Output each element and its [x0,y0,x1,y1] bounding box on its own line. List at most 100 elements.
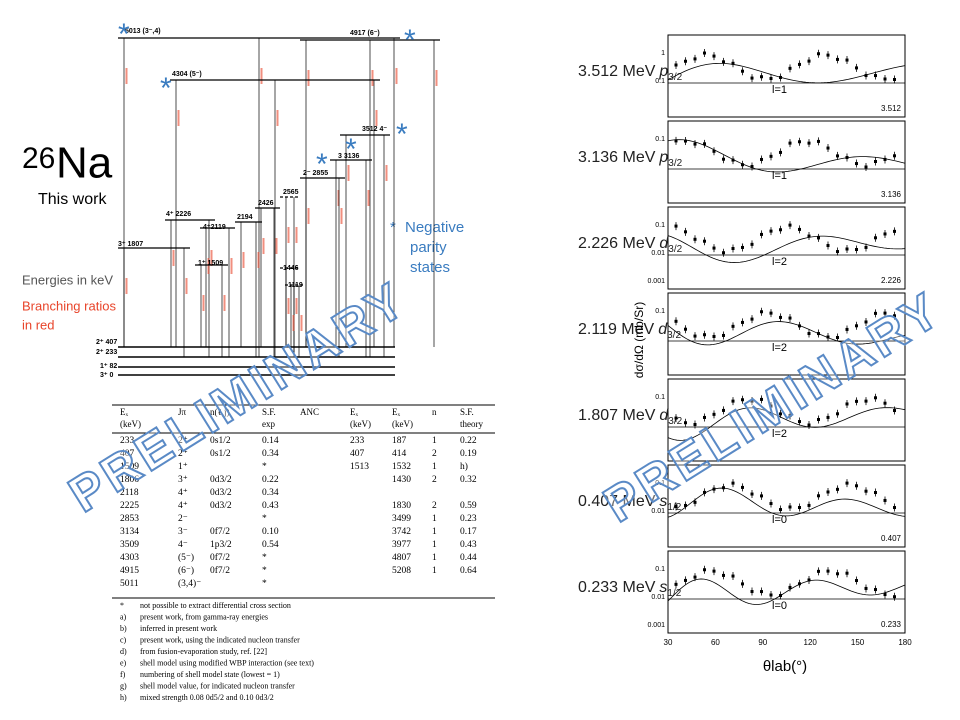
panel-tag: 3.512 [881,104,902,113]
table-header: ANC [300,407,319,417]
branch-tag [125,278,128,294]
data-point [712,335,716,339]
data-point [674,319,678,323]
level-label: 3⁺ 1807 [118,241,143,248]
data-point [798,227,801,231]
branch-tag [276,110,279,126]
data-point [788,316,792,320]
level-label: 4304 (5⁻) [172,71,202,78]
l-label: l=1 [772,170,787,182]
data-point [893,154,896,158]
data-point [722,408,725,412]
table-cell: 0f7/2 [210,565,230,576]
level-label: 1⁺ 1509 [198,260,223,267]
branch-tag [275,238,278,254]
data-point [864,74,868,78]
footnote: not possible to extract differential cro… [140,601,291,610]
data-point [693,237,697,241]
branch-tag [371,70,374,86]
data-point [769,154,773,158]
data-point [807,503,811,507]
data-point [883,232,887,236]
branch-tag [177,110,180,126]
table-cell: 0d3/2 [210,501,232,511]
data-point [845,571,849,575]
data-point [703,415,706,419]
data-point [807,234,811,238]
data-point [836,57,839,61]
data-point [750,76,754,80]
level-label: 3512 4⁻ [362,126,387,133]
energy: 0.407 MeV [578,493,656,510]
data-point [883,593,887,597]
table-cell: 187 [392,436,407,446]
negative-parity-star: * [396,118,408,151]
energy: 0.233 MeV [578,579,656,596]
negative-parity-star: * [404,24,416,57]
data-point [750,590,754,594]
branch-tag [395,68,398,84]
branch-tag [210,250,213,266]
table-cell: 1 [432,553,437,563]
branch-tag [172,250,175,266]
level-label: 2565 [283,189,299,196]
branch-tag [375,110,378,126]
note: parity [410,239,447,256]
data-point [874,160,877,164]
panel-tag: 0.407 [881,534,902,543]
orbital: d [658,321,668,338]
j: 3/2 [668,416,682,427]
table-header: n(ℓ,j) [210,407,230,417]
table-cell: 0.43 [262,501,279,511]
footnote-key: b) [120,624,127,633]
x-tick-label: 60 [711,638,720,647]
data-point [741,245,744,249]
table-cell: 2 [432,449,437,459]
data-point [769,502,773,506]
data-point [722,60,725,64]
data-point [693,500,697,504]
branch-tag [300,315,303,331]
energy: 3.512 MeV [578,63,656,80]
data-point [817,569,820,573]
data-point [750,492,754,496]
table-cell: 4⁺ [178,488,188,498]
table-cell: 1 [432,514,437,524]
data-point [684,230,687,234]
table-cell: 1806 [120,475,139,485]
data-point [703,239,706,243]
data-point [779,594,782,598]
table-cell: 233 [120,436,135,446]
table-cell: 1430 [392,475,411,485]
data-point [693,334,697,338]
level-label: 2⁻ 2855 [303,170,328,177]
table-cell: 0.34 [262,449,279,459]
footnote-key: g) [120,681,127,690]
data-point [722,333,725,337]
data-point [769,593,773,597]
data-point [760,157,763,161]
x-tick-label: 180 [898,638,912,647]
table-cell: 0.43 [460,540,477,550]
data-point [760,75,763,79]
level-label: 2⁺ 233 [96,349,117,356]
data-point [750,317,754,321]
table-cell: 2⁺ [178,436,188,446]
branch-tag [230,258,233,274]
level-label: 1⁺ 82 [100,363,117,370]
table-cell: 0s1/2 [210,436,231,446]
table-cell: 1532 [392,462,411,472]
footnote-key: h) [120,693,127,702]
data-point [874,588,877,592]
table-cell: 4⁺ [178,501,188,511]
level-label: 4⁺2119 [203,224,226,231]
branch-tag [295,298,298,314]
y-axis-label: dσ/dΩ (mb/Sr) [632,302,646,378]
data-point [874,491,877,495]
data-point [712,246,716,250]
table-header: Eₓ [120,407,128,417]
table-cell: 2 [432,501,437,511]
data-point [684,327,687,331]
data-point [712,487,716,491]
table-cell: 3509 [120,540,139,550]
